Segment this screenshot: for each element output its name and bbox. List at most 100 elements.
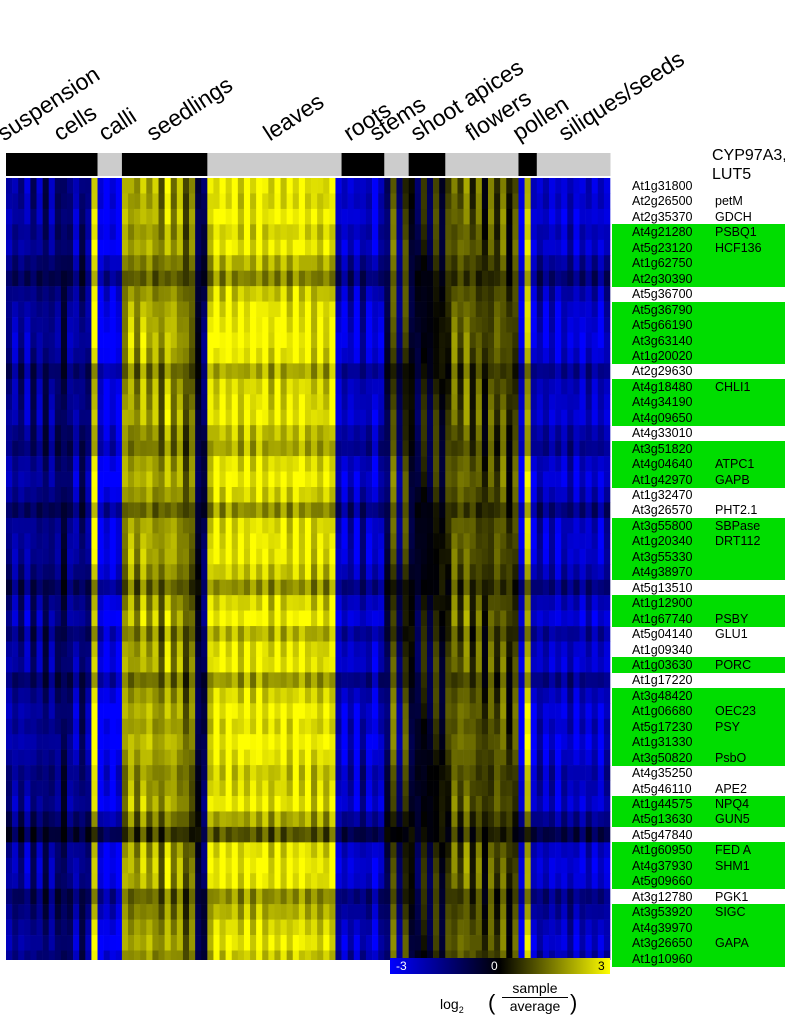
heatmap-cell (451, 178, 458, 194)
heatmap-cell (256, 208, 263, 225)
heatmap-cell (213, 749, 220, 766)
heatmap-cell (408, 363, 416, 380)
heatmap-cell (219, 796, 226, 812)
heatmap-cell (152, 641, 159, 658)
heatmap-cell (115, 502, 123, 519)
heatmap-cell (469, 409, 477, 426)
heatmap-cell (97, 873, 104, 889)
heatmap-cell (36, 548, 43, 565)
heatmap-cell (396, 579, 403, 596)
heatmap-cell (414, 301, 422, 318)
heatmap-cell (402, 347, 409, 364)
heatmap-cell (280, 193, 287, 210)
heatmap-cell (603, 656, 611, 673)
heatmap-cell (311, 703, 318, 720)
heatmap-cell (268, 270, 275, 287)
heatmap-cell (164, 595, 172, 611)
heatmap-cell (317, 796, 324, 812)
heatmap-cell (390, 703, 397, 720)
heatmap-cell (567, 301, 574, 318)
heatmap-cell (555, 378, 562, 395)
heatmap-cell (555, 780, 562, 797)
heatmap-cell (103, 517, 111, 534)
heatmap-cell (414, 641, 422, 658)
heatmap-cell (237, 595, 245, 611)
heatmap-cell (372, 796, 379, 812)
heatmap-cell (512, 811, 519, 828)
heatmap-cell (274, 718, 281, 735)
heatmap-cell (536, 626, 544, 642)
heatmap-cell (67, 687, 74, 704)
heatmap-cell (73, 193, 80, 210)
heatmap-cell (469, 487, 477, 503)
heatmap-cell (164, 178, 172, 194)
heatmap-cell (561, 394, 568, 411)
heatmap-cell (335, 208, 342, 225)
heatmap-cell (128, 857, 135, 874)
heatmap-cell (561, 270, 568, 287)
heatmap-cell (91, 935, 98, 951)
heatmap-cell (579, 394, 586, 411)
heatmap-cell (323, 178, 330, 194)
heatmap-cell (54, 687, 62, 704)
heatmap-cell (463, 935, 470, 951)
heatmap-cell (384, 765, 391, 781)
heatmap-cell (591, 378, 599, 395)
heatmap-cell (85, 873, 92, 889)
heatmap-cell (506, 564, 513, 580)
heatmap-cell (585, 440, 592, 457)
heatmap-cell (158, 347, 165, 364)
heatmap-cell (542, 440, 550, 457)
heatmap-cell (555, 749, 562, 766)
heatmap-cell (500, 672, 507, 689)
heatmap-cell (250, 935, 257, 951)
heatmap-cell (103, 919, 111, 936)
heatmap-cell (30, 904, 37, 920)
heatmap-cell (79, 765, 86, 781)
heatmap-cell (115, 749, 123, 766)
heatmap-cell (79, 533, 86, 550)
heatmap-cell (396, 626, 403, 642)
heatmap-cell (286, 409, 294, 426)
heatmap-cell (18, 595, 25, 611)
heatmap-cell (243, 687, 251, 704)
heatmap-cell (298, 873, 306, 889)
heatmap-cell (494, 595, 501, 611)
heatmap-cell (12, 517, 19, 534)
heatmap-cell (85, 517, 92, 534)
heatmap-cell (54, 378, 62, 395)
heatmap-cell (268, 780, 275, 797)
heatmap-cell (475, 765, 483, 781)
heatmap-cell (585, 873, 592, 889)
heatmap-cell (176, 317, 184, 333)
heatmap-cell (42, 317, 50, 333)
heatmap-cell (12, 904, 19, 920)
heatmap-cell (481, 641, 489, 658)
heatmap-cell (54, 888, 62, 905)
heatmap-cell (164, 317, 172, 333)
heatmap-cell (341, 796, 348, 812)
heatmap-cell (268, 440, 275, 457)
heatmap-cell (250, 317, 257, 333)
heatmap-cell (603, 811, 611, 828)
heatmap-cell (433, 656, 440, 673)
heatmap-cell (85, 796, 92, 812)
heatmap-cell (518, 842, 525, 859)
heatmap-cell (195, 842, 202, 859)
heatmap-cell (237, 857, 245, 874)
heatmap-cell (97, 888, 104, 905)
heatmap-cell (463, 749, 470, 766)
heatmap-cell (591, 919, 599, 936)
heatmap-cell (73, 826, 80, 843)
heatmap-cell (36, 780, 43, 797)
heatmap-cell (359, 409, 367, 426)
heatmap-cell (475, 301, 483, 318)
heatmap-cell (207, 178, 214, 194)
heatmap-cell (280, 734, 287, 750)
heatmap-cell (524, 564, 531, 580)
heatmap-cell (475, 904, 483, 920)
heatmap-cell (201, 904, 208, 920)
heatmap-cell (176, 471, 184, 488)
heatmap-cell (250, 456, 257, 472)
heatmap-cell (408, 780, 416, 797)
